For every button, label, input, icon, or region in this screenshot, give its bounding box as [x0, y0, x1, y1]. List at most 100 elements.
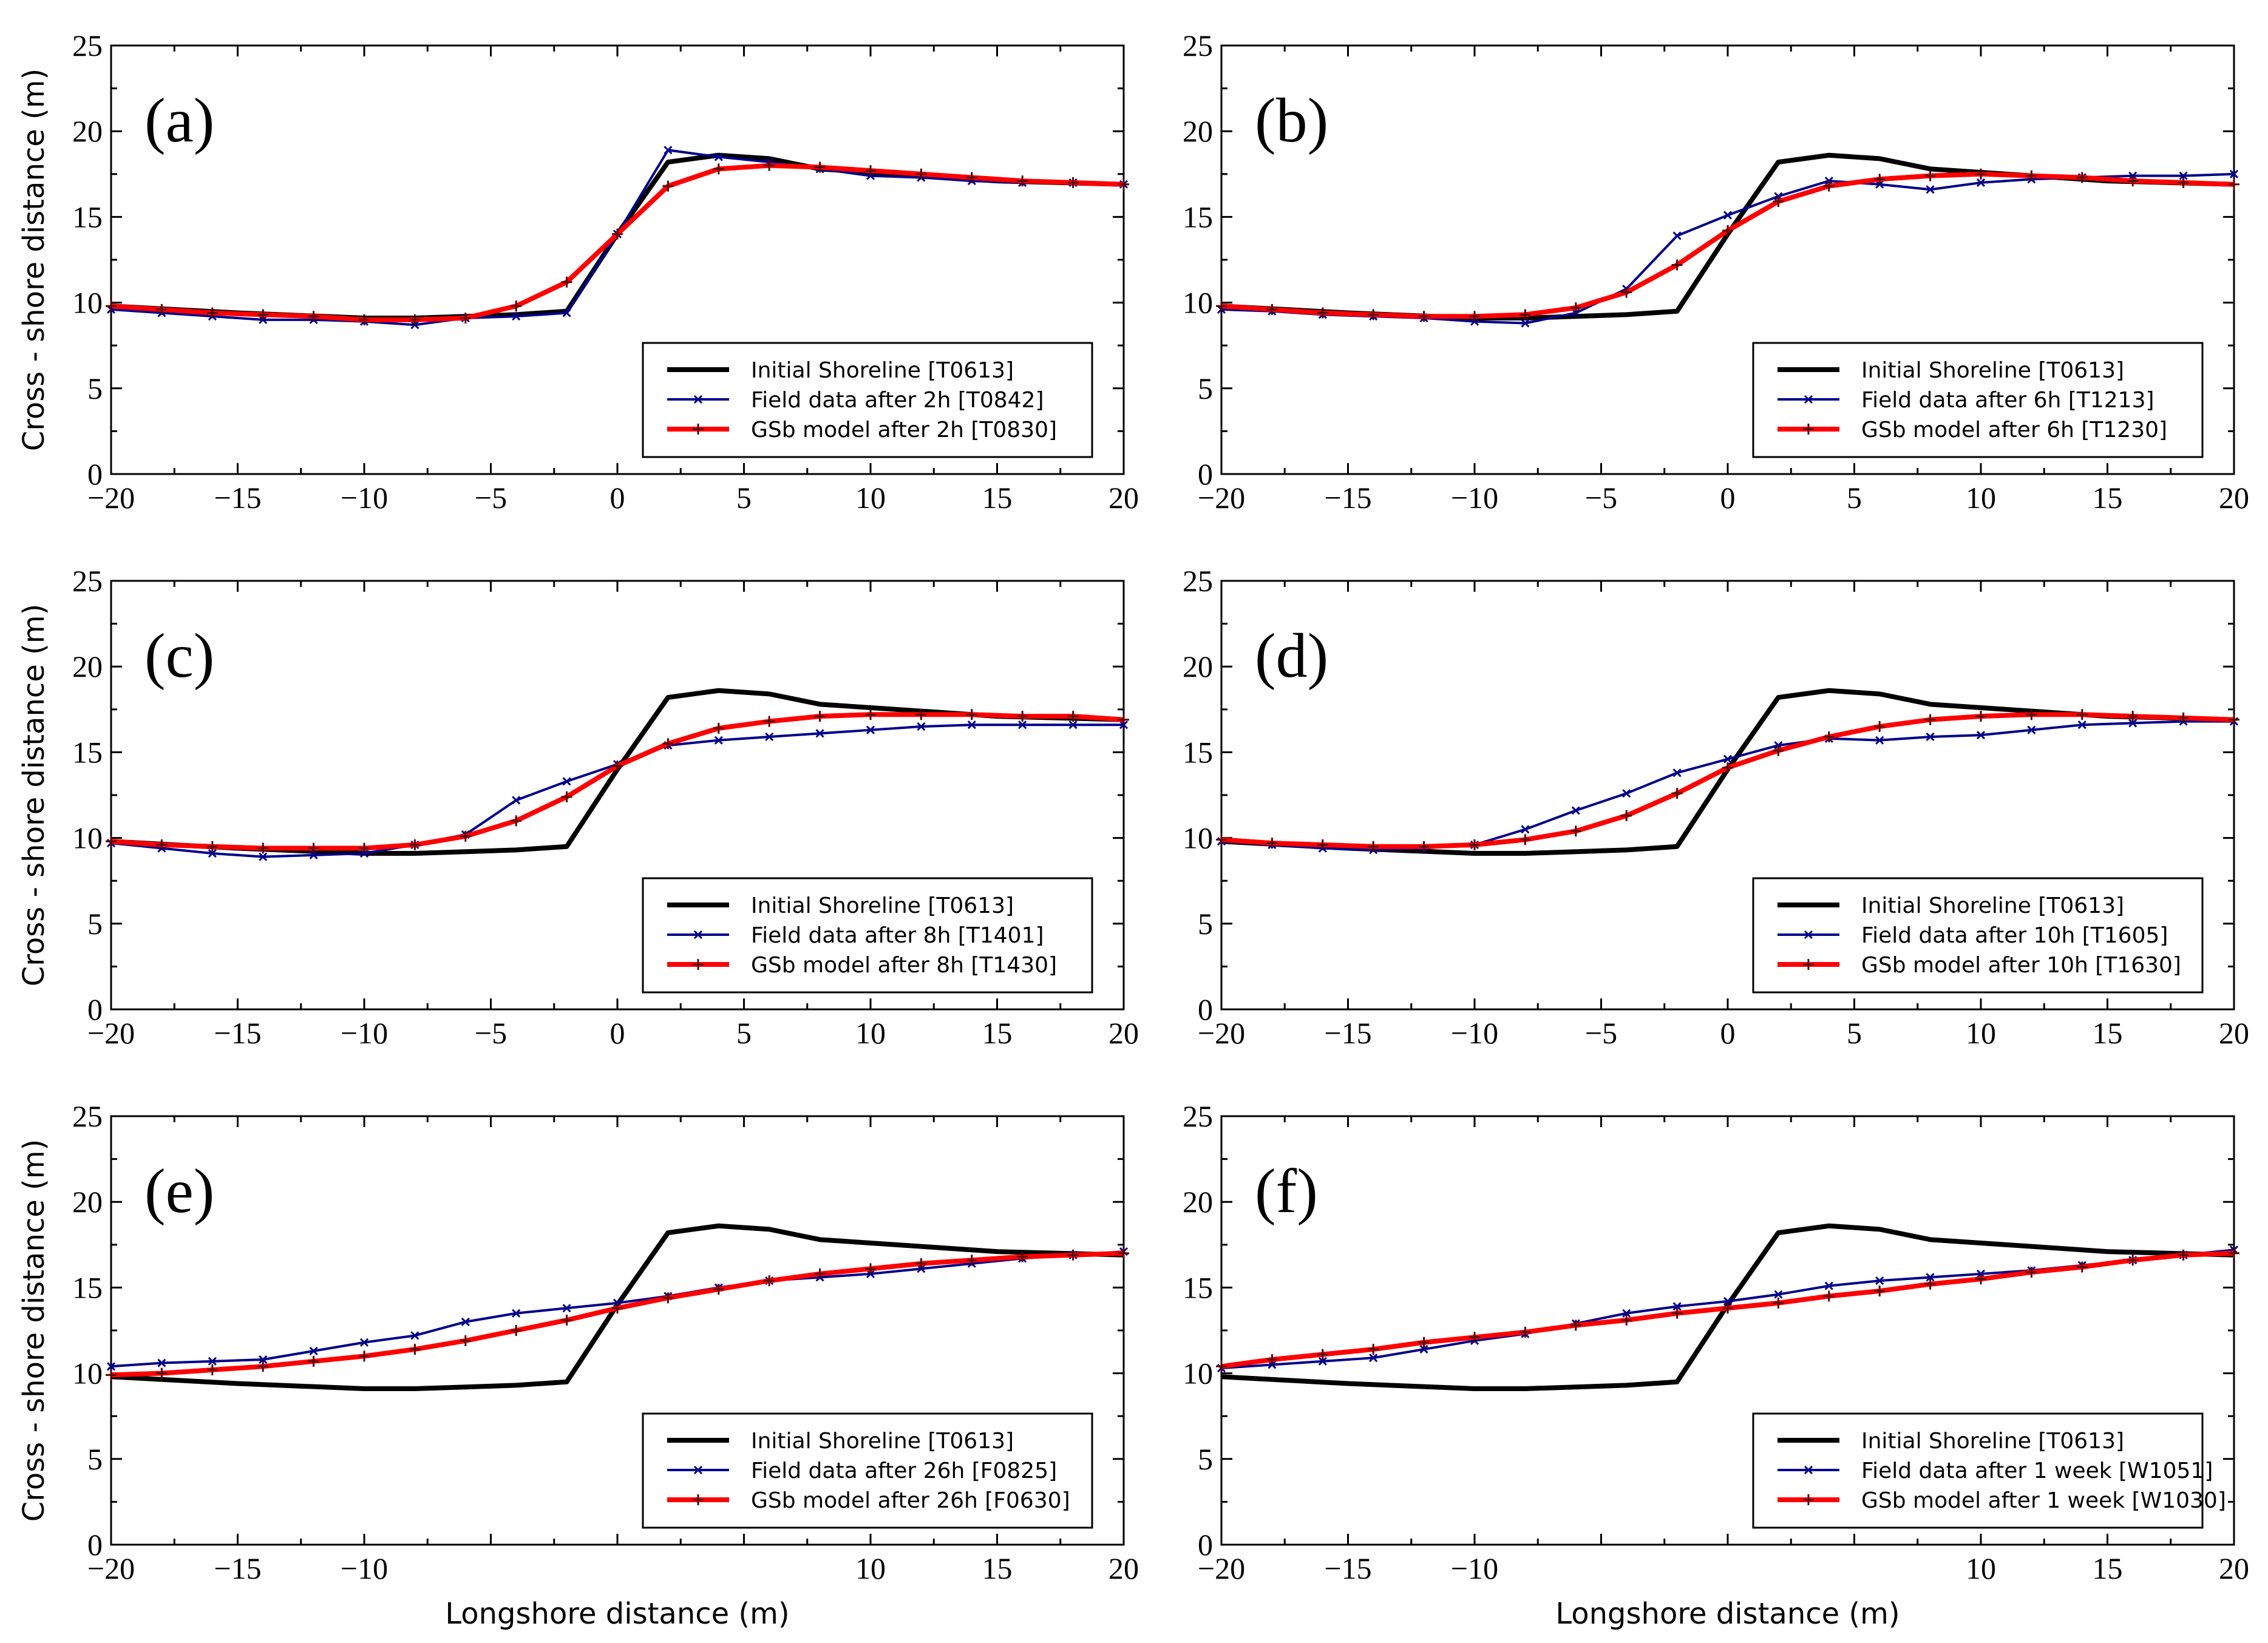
- data-point: [1874, 721, 1886, 733]
- data-point: [915, 168, 927, 180]
- data-point: [1976, 178, 1986, 187]
- y-tick-label: 25: [72, 1099, 103, 1133]
- x-tick-label: −20: [87, 1551, 135, 1585]
- data-point: [1773, 195, 1784, 207]
- data-point: [2128, 719, 2137, 728]
- panel-label: (a): [144, 86, 214, 155]
- data-point: [764, 160, 775, 171]
- data-point: [2127, 711, 2139, 722]
- x-tick-label: −15: [1324, 1016, 1371, 1050]
- y-tick-label: 5: [1198, 907, 1213, 941]
- data-point: [718, 1225, 719, 1227]
- data-point: [156, 303, 168, 315]
- data-point: [1672, 1302, 1682, 1311]
- legend-label: Field data after 6h [T1213]: [1861, 388, 2154, 413]
- y-tick-label: 15: [72, 735, 103, 769]
- data-point: [713, 1284, 724, 1295]
- legend-label: Initial Shoreline [T0613]: [1861, 1429, 2124, 1454]
- panel-e: −20 −15 −10 10 15 20 0 5 10 15 20 25 (e) Cross - shor…: [17, 1099, 1139, 1631]
- x-tick-label: −5: [1585, 1016, 1617, 1050]
- legend: Initial Shoreline [T0613] Field data afte…: [1752, 342, 2204, 458]
- data-point: [512, 312, 521, 321]
- y-tick-label: 10: [1183, 286, 1213, 320]
- data-point: [1519, 309, 1531, 320]
- legend-label: Field data after 1 week [W1051]: [1861, 1458, 2213, 1483]
- data-point: [1774, 1290, 1783, 1299]
- data-point: [1777, 697, 1779, 698]
- panel-label: (f): [1255, 1156, 1318, 1226]
- data-point: [1368, 309, 1379, 320]
- y-tick-label: 20: [72, 649, 103, 683]
- data-point: [1879, 1228, 1880, 1230]
- legend-label: Field data after 26h [F0825]: [751, 1458, 1057, 1483]
- data-point: [2178, 177, 2189, 188]
- legend: Initial Shoreline [T0613] Field data afte…: [642, 877, 1093, 994]
- x-tick-label: 15: [2093, 1551, 2123, 1585]
- data-point: [664, 146, 673, 155]
- data-point: [1266, 303, 1278, 315]
- y-tick-label: 25: [72, 564, 103, 598]
- legend-label: Field data after 8h [T1401]: [751, 923, 1044, 948]
- data-point: [1521, 825, 1530, 834]
- y-tick-label: 20: [1183, 649, 1213, 683]
- series-2: [1216, 1247, 2239, 1372]
- x-tick-label: 20: [2219, 481, 2249, 515]
- data-point: [1975, 168, 1986, 180]
- x-tick-label: −15: [1324, 1551, 1371, 1585]
- data-point: [2179, 171, 2188, 180]
- data-point: [106, 1362, 116, 1371]
- legend-marker: [1804, 1465, 1813, 1475]
- x-tick-label: 5: [1847, 1016, 1862, 1050]
- data-point: [156, 1367, 168, 1379]
- x-tick-label: −15: [214, 1551, 261, 1585]
- data-point: [2027, 725, 2036, 734]
- data-point: [1621, 286, 1632, 298]
- y-tick-label: 5: [87, 907, 103, 941]
- data-point: [1368, 1344, 1379, 1355]
- data-point: [2178, 712, 2189, 723]
- data-point: [1777, 161, 1779, 163]
- data-point: [512, 1309, 521, 1318]
- data-point: [1575, 316, 1577, 317]
- y-axis-title: Cross - shore distance (m): [17, 69, 51, 452]
- data-point: [359, 314, 370, 325]
- data-point: [662, 180, 674, 192]
- legend-label: GSb model after 10h [T1630]: [1861, 953, 2181, 978]
- series-line: [110, 163, 1124, 322]
- data-point: [1570, 825, 1581, 837]
- data-point: [1626, 1384, 1627, 1386]
- data-point: [1622, 789, 1631, 798]
- data-point: [1671, 1307, 1683, 1319]
- legend-marker: [693, 930, 703, 940]
- data-point: [1216, 300, 1227, 312]
- series-1: [1217, 169, 2239, 328]
- data-point: [2229, 1247, 2239, 1259]
- panel-f: −20 −15 −10 10 15 20 0 5 10 15 20 25 (f) Longshore di…: [1183, 1099, 2249, 1631]
- y-axis-title: Cross - shore distance (m): [17, 1139, 51, 1522]
- data-point: [308, 842, 319, 854]
- data-point: [511, 815, 522, 827]
- series-2: [1216, 168, 2239, 322]
- x-tick-label: 15: [2093, 1016, 2123, 1050]
- data-point: [1067, 711, 1079, 722]
- panel-c: −20 −15 −10 −5 0 5 10 15 20 0 5 10 15 20 25 (c) Cross - …: [17, 564, 1139, 1050]
- y-tick-label: 20: [72, 114, 103, 148]
- x-tick-label: −10: [341, 1016, 388, 1050]
- series-line: [1221, 171, 2235, 319]
- data-point: [106, 836, 117, 847]
- y-tick-label: 20: [72, 1185, 103, 1219]
- x-axis-title: Longshore distance (m): [1555, 1597, 1900, 1631]
- x-tick-label: 15: [982, 481, 1013, 515]
- data-point: [1621, 810, 1632, 821]
- legend-marker: [1803, 424, 1814, 435]
- data-point: [1266, 1354, 1278, 1366]
- x-tick-label: 0: [1720, 1016, 1736, 1050]
- x-tick-label: 20: [1109, 1016, 1139, 1050]
- data-point: [612, 228, 623, 240]
- data-point: [1722, 225, 1733, 236]
- data-point: [1067, 177, 1079, 188]
- data-point: [409, 839, 421, 850]
- data-point: [1369, 1353, 1378, 1363]
- data-point: [1874, 174, 1886, 185]
- data-point: [1571, 806, 1580, 815]
